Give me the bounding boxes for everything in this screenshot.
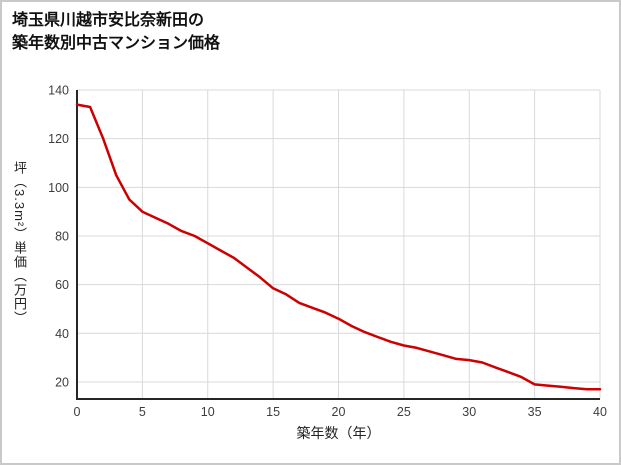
x-tick-label: 0	[74, 405, 81, 419]
y-tick-label: 20	[55, 375, 69, 389]
x-tick-labels: 0 5 10 15 20 25 30 35 40	[74, 405, 607, 419]
grid-lines	[77, 89, 601, 399]
y-tick-label: 100	[48, 181, 69, 195]
x-tick-label: 10	[201, 405, 215, 419]
x-tick-label: 5	[139, 405, 146, 419]
y-tick-label: 80	[55, 229, 69, 243]
axes	[76, 90, 600, 400]
y-tick-labels: 20 40 60 80 100 120 140	[48, 84, 69, 390]
x-tick-label: 15	[266, 405, 280, 419]
x-tick-label: 20	[332, 405, 346, 419]
x-tick-label: 40	[593, 405, 607, 419]
y-tick-label: 40	[55, 327, 69, 341]
chart-title-line2: 築年数別中古マンション価格	[12, 35, 221, 53]
y-tick-label: 120	[48, 132, 69, 146]
x-axis-label: 築年数（年）	[296, 425, 381, 441]
x-tick-label: 30	[462, 405, 476, 419]
chart-title-line1: 埼玉県川越市安比奈新田の	[12, 12, 205, 29]
y-tick-label: 60	[55, 278, 69, 292]
price-line	[75, 103, 602, 391]
x-tick-label: 35	[528, 405, 542, 419]
chart-title: 埼玉県川越市安比奈新田の 築年数別中古マンション価格	[12, 9, 220, 55]
y-axis-label: 坪（3.3m²）単価（万円）	[12, 161, 27, 326]
y-tick-label: 140	[48, 84, 69, 98]
x-tick-label: 25	[397, 405, 411, 419]
